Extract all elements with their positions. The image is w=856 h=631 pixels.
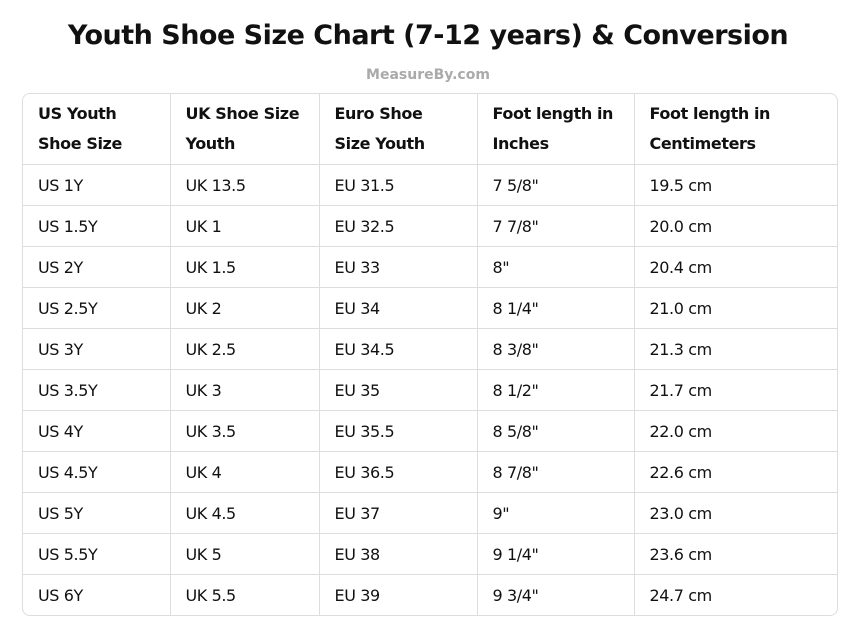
column-header: UK Shoe Size Youth [170,94,320,165]
table-cell: UK 4 [170,451,320,493]
table-cell: 8" [477,246,635,288]
table-cell: US 4Y [23,410,171,452]
header-row: US Youth Shoe Size UK Shoe Size Youth Euro… [23,94,837,165]
table-row: US 4.5Y UK 4 EU 36.5 8 7/8" 22.6 cm [23,451,837,493]
table-cell: UK 1.5 [170,246,320,288]
table-cell: UK 3.5 [170,410,320,452]
table-cell: 19.5 cm [634,164,837,206]
table-cell: US 3Y [23,328,171,370]
column-header: Euro Shoe Size Youth [319,94,478,165]
table-cell: UK 2.5 [170,328,320,370]
table-row: US 5.5Y UK 5 EU 38 9 1/4" 23.6 cm [23,533,837,575]
table-cell: UK 13.5 [170,164,320,206]
table-cell: 21.3 cm [634,328,837,370]
table-cell: EU 35.5 [319,410,478,452]
table-cell: US 5.5Y [23,533,171,575]
table-cell: 22.0 cm [634,410,837,452]
source: MeasureBy.com [366,67,490,83]
table-row: US 3.5Y UK 3 EU 35 8 1/2" 21.7 cm [23,369,837,411]
table-cell: EU 34.5 [319,328,478,370]
table-cell: US 3.5Y [23,369,171,411]
table-cell: UK 5.5 [170,574,320,615]
table-cell: EU 39 [319,574,478,615]
table-row: US 6Y UK 5.5 EU 39 9 3/4" 24.7 cm [23,574,837,615]
table-cell: 23.6 cm [634,533,837,575]
table-cell: US 1.5Y [23,205,171,247]
table-cell: 24.7 cm [649,585,713,605]
column-header: Foot length in Centimeters [634,94,837,165]
table-row: US 3Y UK 2.5 EU 34.5 8 3/8" 21.3 cm [23,328,837,370]
table-cell: UK 1 [170,205,320,247]
table-cell: 9 1/4" [477,533,635,575]
table-cell: 9" [477,492,635,534]
table-cell: 20.4 cm [634,246,837,288]
table-cell: EU 32.5 [319,205,478,247]
table-cell: US 2Y [23,246,171,288]
table-cell: 9 3/4" [477,574,635,615]
table-cell: US 1Y [23,164,171,206]
table-row: US 5Y UK 4.5 EU 37 9" 23.0 cm [23,492,837,534]
table-body: US 1Y UK 13.5 EU 31.5 7 5/8" 19.5 cm US 1.5Y U… [23,164,837,615]
table-cell: UK 4.5 [170,492,320,534]
table-cell: 8 3/8" [477,328,635,370]
table-cell: US 6Y [23,574,171,615]
table-row: US 1.5Y UK 1 EU 32.5 7 7/8" 20.0 cm [23,205,837,247]
table-cell: EU 31.5 [319,164,478,206]
table-cell: 21.0 cm [634,287,837,329]
table-cell: 8 5/8" [477,410,635,452]
table-row: US 1Y UK 13.5 EU 31.5 7 5/8" 19.5 cm [23,164,837,206]
title: Youth Shoe Size Chart (7-12 years) & Con… [67,20,789,51]
size-table: US Youth Shoe Size UK Shoe Size Youth Euro… [23,94,837,615]
table-row: US 2.5Y UK 2 EU 34 8 1/4" 21.0 cm [23,287,837,329]
table-cell: US 2.5Y [23,287,171,329]
table-cell: EU 33 [319,246,478,288]
table-container: US Youth Shoe Size UK Shoe Size Youth Euro… [22,93,838,616]
table-cell: 7 5/8" [477,164,635,206]
column-header: Foot length in Inches [477,94,635,165]
table-cell: UK 5 [170,533,320,575]
table-cell: 8 1/2" [477,369,635,411]
table-cell: US 5Y [23,492,171,534]
table-cell: 7 7/8" [477,205,635,247]
table-cell: 22.6 cm [634,451,837,493]
table-cell: US 4.5Y [23,451,171,493]
table-cell: UK 2 [170,287,320,329]
table-cell: 21.7 cm [634,369,837,411]
table-cell: UK 3 [170,369,320,411]
table-cell: EU 34 [319,287,478,329]
table-cell: EU 35 [319,369,478,411]
table-cell: EU 38 [319,533,478,575]
table-cell: 8 7/8" [477,451,635,493]
table-row: US 4Y UK 3.5 EU 35.5 8 5/8" 22.0 cm [23,410,837,452]
table-row: US 2Y UK 1.5 EU 33 8" 20.4 cm [23,246,837,288]
table-cell: 8 1/4" [477,287,635,329]
table-cell: 20.0 cm [634,205,837,247]
column-header: US Youth Shoe Size [23,94,171,165]
table-cell: EU 36.5 [319,451,478,493]
table-cell: 23.0 cm [634,492,837,534]
table-cell: EU 37 [319,492,478,534]
